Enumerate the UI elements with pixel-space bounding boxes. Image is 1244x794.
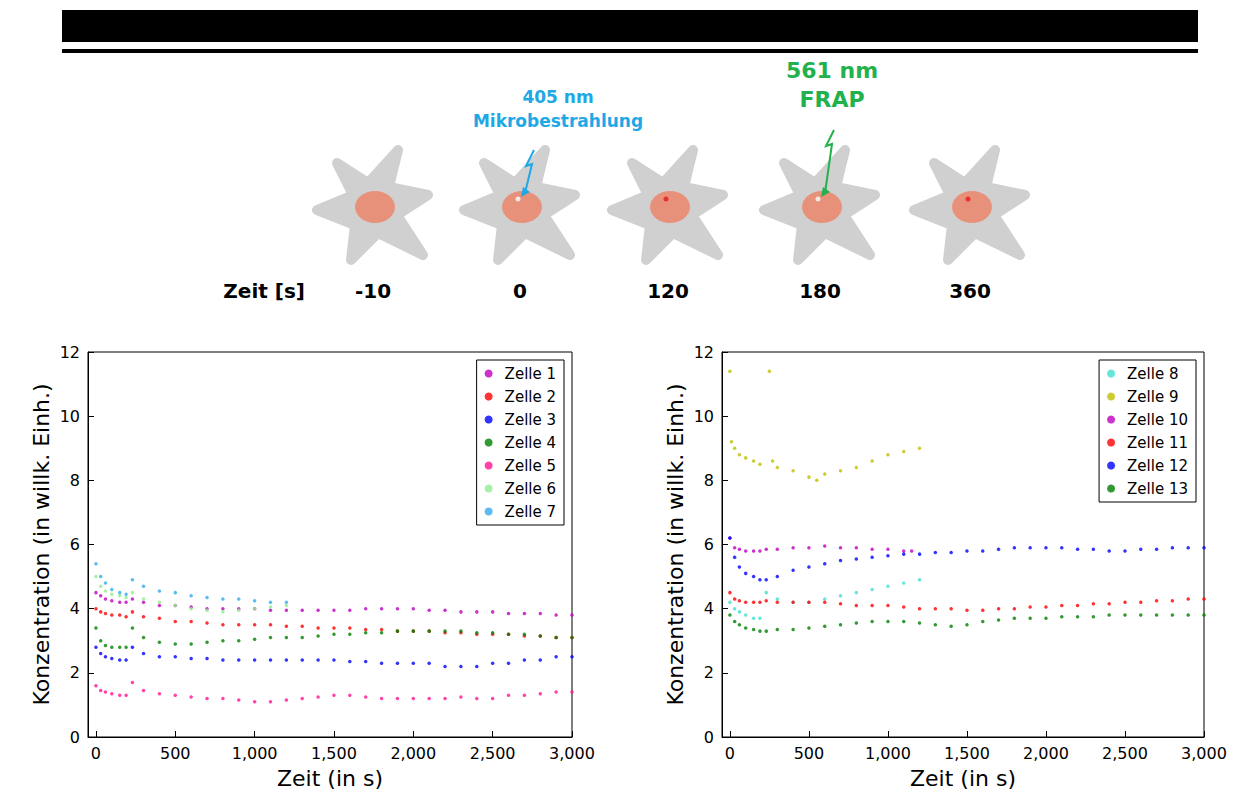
- svg-text:2,500: 2,500: [470, 744, 516, 763]
- svg-text:Konzentration (in willk. Einh.: Konzentration (in willk. Einh.): [663, 383, 688, 705]
- svg-text:Zeit (in s): Zeit (in s): [910, 766, 1016, 791]
- svg-text:Zelle 4: Zelle 4: [505, 434, 556, 452]
- svg-text:Zelle 5: Zelle 5: [505, 457, 556, 475]
- svg-text:Zelle 8: Zelle 8: [1127, 365, 1178, 383]
- svg-text:1,500: 1,500: [944, 744, 990, 763]
- svg-text:0: 0: [513, 279, 527, 303]
- svg-text:Zelle 6: Zelle 6: [505, 480, 556, 498]
- svg-text:8: 8: [704, 471, 714, 490]
- svg-text:3,000: 3,000: [1181, 744, 1227, 763]
- svg-text:1,500: 1,500: [311, 744, 357, 763]
- svg-text:Zelle 1: Zelle 1: [505, 365, 556, 383]
- svg-text:0: 0: [91, 744, 101, 763]
- svg-text:180: 180: [799, 279, 841, 303]
- svg-text:360: 360: [949, 279, 991, 303]
- svg-text:Zeit (in s): Zeit (in s): [277, 766, 383, 791]
- svg-text:500: 500: [794, 744, 825, 763]
- svg-text:0: 0: [725, 744, 735, 763]
- svg-text:500: 500: [160, 744, 191, 763]
- svg-text:1,000: 1,000: [232, 744, 278, 763]
- svg-text:2: 2: [70, 663, 80, 682]
- svg-text:12: 12: [60, 343, 80, 362]
- svg-text:10: 10: [694, 407, 714, 426]
- svg-text:0: 0: [70, 728, 80, 747]
- svg-text:Zelle 10: Zelle 10: [1127, 411, 1188, 429]
- svg-text:Zelle 11: Zelle 11: [1127, 434, 1188, 452]
- svg-text:1,000: 1,000: [865, 744, 911, 763]
- svg-text:2,500: 2,500: [1102, 744, 1148, 763]
- svg-text:2,000: 2,000: [390, 744, 436, 763]
- svg-text:10: 10: [60, 407, 80, 426]
- svg-text:2,000: 2,000: [1023, 744, 1069, 763]
- svg-text:Zelle 3: Zelle 3: [505, 411, 556, 429]
- svg-text:561 nm: 561 nm: [786, 58, 878, 83]
- svg-text:12: 12: [694, 343, 714, 362]
- svg-text:Mikrobestrahlung: Mikrobestrahlung: [473, 111, 643, 131]
- svg-text:Zelle 9: Zelle 9: [1127, 388, 1178, 406]
- svg-text:Zelle 7: Zelle 7: [505, 503, 556, 521]
- svg-text:Zelle 13: Zelle 13: [1127, 480, 1188, 498]
- svg-text:Zelle 2: Zelle 2: [505, 388, 556, 406]
- svg-text:8: 8: [70, 471, 80, 490]
- svg-text:Konzentration (in willk. Einh.: Konzentration (in willk. Einh.): [29, 383, 54, 705]
- svg-text:FRAP: FRAP: [799, 87, 864, 112]
- svg-text:405 nm: 405 nm: [522, 87, 593, 107]
- svg-text:Zeit [s]: Zeit [s]: [223, 279, 305, 303]
- svg-text:6: 6: [704, 535, 714, 554]
- svg-text:0: 0: [704, 728, 714, 747]
- svg-text:-10: -10: [355, 279, 391, 303]
- svg-text:120: 120: [647, 279, 689, 303]
- svg-text:4: 4: [704, 599, 714, 618]
- svg-text:Zelle 12: Zelle 12: [1127, 457, 1188, 475]
- svg-text:6: 6: [70, 535, 80, 554]
- svg-text:4: 4: [70, 599, 80, 618]
- svg-text:3,000: 3,000: [549, 744, 595, 763]
- svg-text:2: 2: [704, 663, 714, 682]
